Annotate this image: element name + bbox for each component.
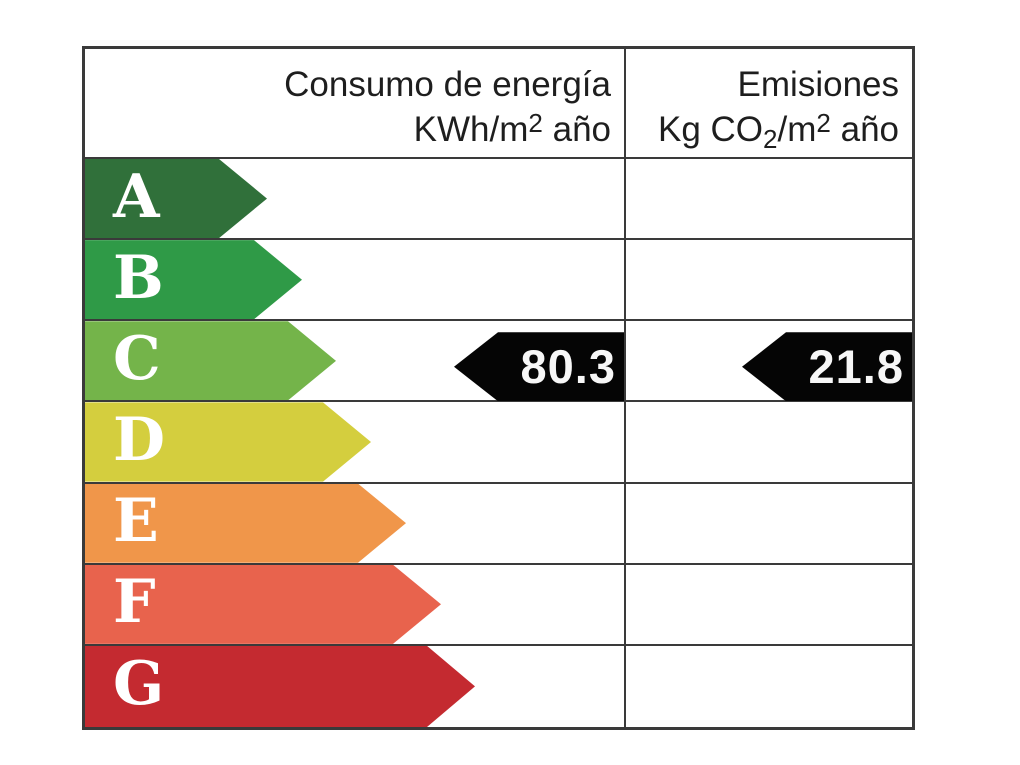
- rating-row-d-emissions: [626, 402, 912, 484]
- rating-row-f-consumption: F: [85, 564, 626, 646]
- rating-row-c-consumption: C 80.3: [85, 321, 626, 403]
- rating-letter-g: G: [113, 649, 165, 720]
- rating-bar-f: F: [85, 565, 441, 644]
- rating-row-b-consumption: B: [85, 240, 626, 322]
- rating-letter-d: D: [113, 404, 166, 475]
- rating-row-g-consumption: G: [85, 645, 626, 727]
- rating-bar-c: C: [85, 321, 336, 400]
- rating-letter-f: F: [113, 567, 156, 638]
- consumption-value: 80.3: [520, 340, 616, 394]
- consumption-value-arrow-icon: 80.3: [454, 332, 624, 402]
- emissions-value-arrow-icon: 21.8: [742, 332, 912, 402]
- rating-bar-g: G: [85, 646, 475, 727]
- rating-row-b-emissions: [626, 240, 912, 322]
- rating-letter-c: C: [113, 323, 161, 394]
- rating-letter-e: E: [113, 486, 159, 557]
- rating-bar-b: B: [85, 240, 302, 319]
- superscript-2: 2: [816, 108, 831, 138]
- subscript-2: 2: [763, 124, 778, 154]
- superscript-2: 2: [528, 108, 543, 138]
- header-consumption-title: Consumo de energía: [284, 65, 611, 104]
- rating-letter-b: B: [113, 242, 164, 313]
- header-consumption-unit: KWh/m2 año: [413, 108, 611, 149]
- rating-row-c-emissions: 21.8: [626, 321, 912, 403]
- rating-row-g-emissions: [626, 646, 912, 727]
- header-emissions-title: Emisiones: [737, 65, 899, 104]
- rating-row-f-emissions: [626, 565, 912, 646]
- rating-row-a-consumption: A: [85, 159, 626, 241]
- rating-letter-a: A: [113, 161, 160, 232]
- rating-row-a-emissions: [626, 159, 912, 241]
- rating-row-e-consumption: E: [85, 483, 626, 565]
- header-emissions-unit: Kg CO2/m2 año: [658, 108, 899, 154]
- header-emissions: Emisiones Kg CO2/m2 año: [626, 49, 912, 159]
- energy-rating-table: Consumo de energía KWh/m2 año Emisiones …: [82, 46, 915, 730]
- rating-bar-a: A: [85, 159, 267, 238]
- rating-row-e-emissions: [626, 484, 912, 565]
- rating-bar-d: D: [85, 402, 371, 481]
- rating-row-d-consumption: D: [85, 402, 626, 484]
- header-consumption: Consumo de energía KWh/m2 año: [85, 49, 626, 159]
- rating-bar-e: E: [85, 484, 406, 563]
- emissions-value: 21.8: [808, 340, 904, 394]
